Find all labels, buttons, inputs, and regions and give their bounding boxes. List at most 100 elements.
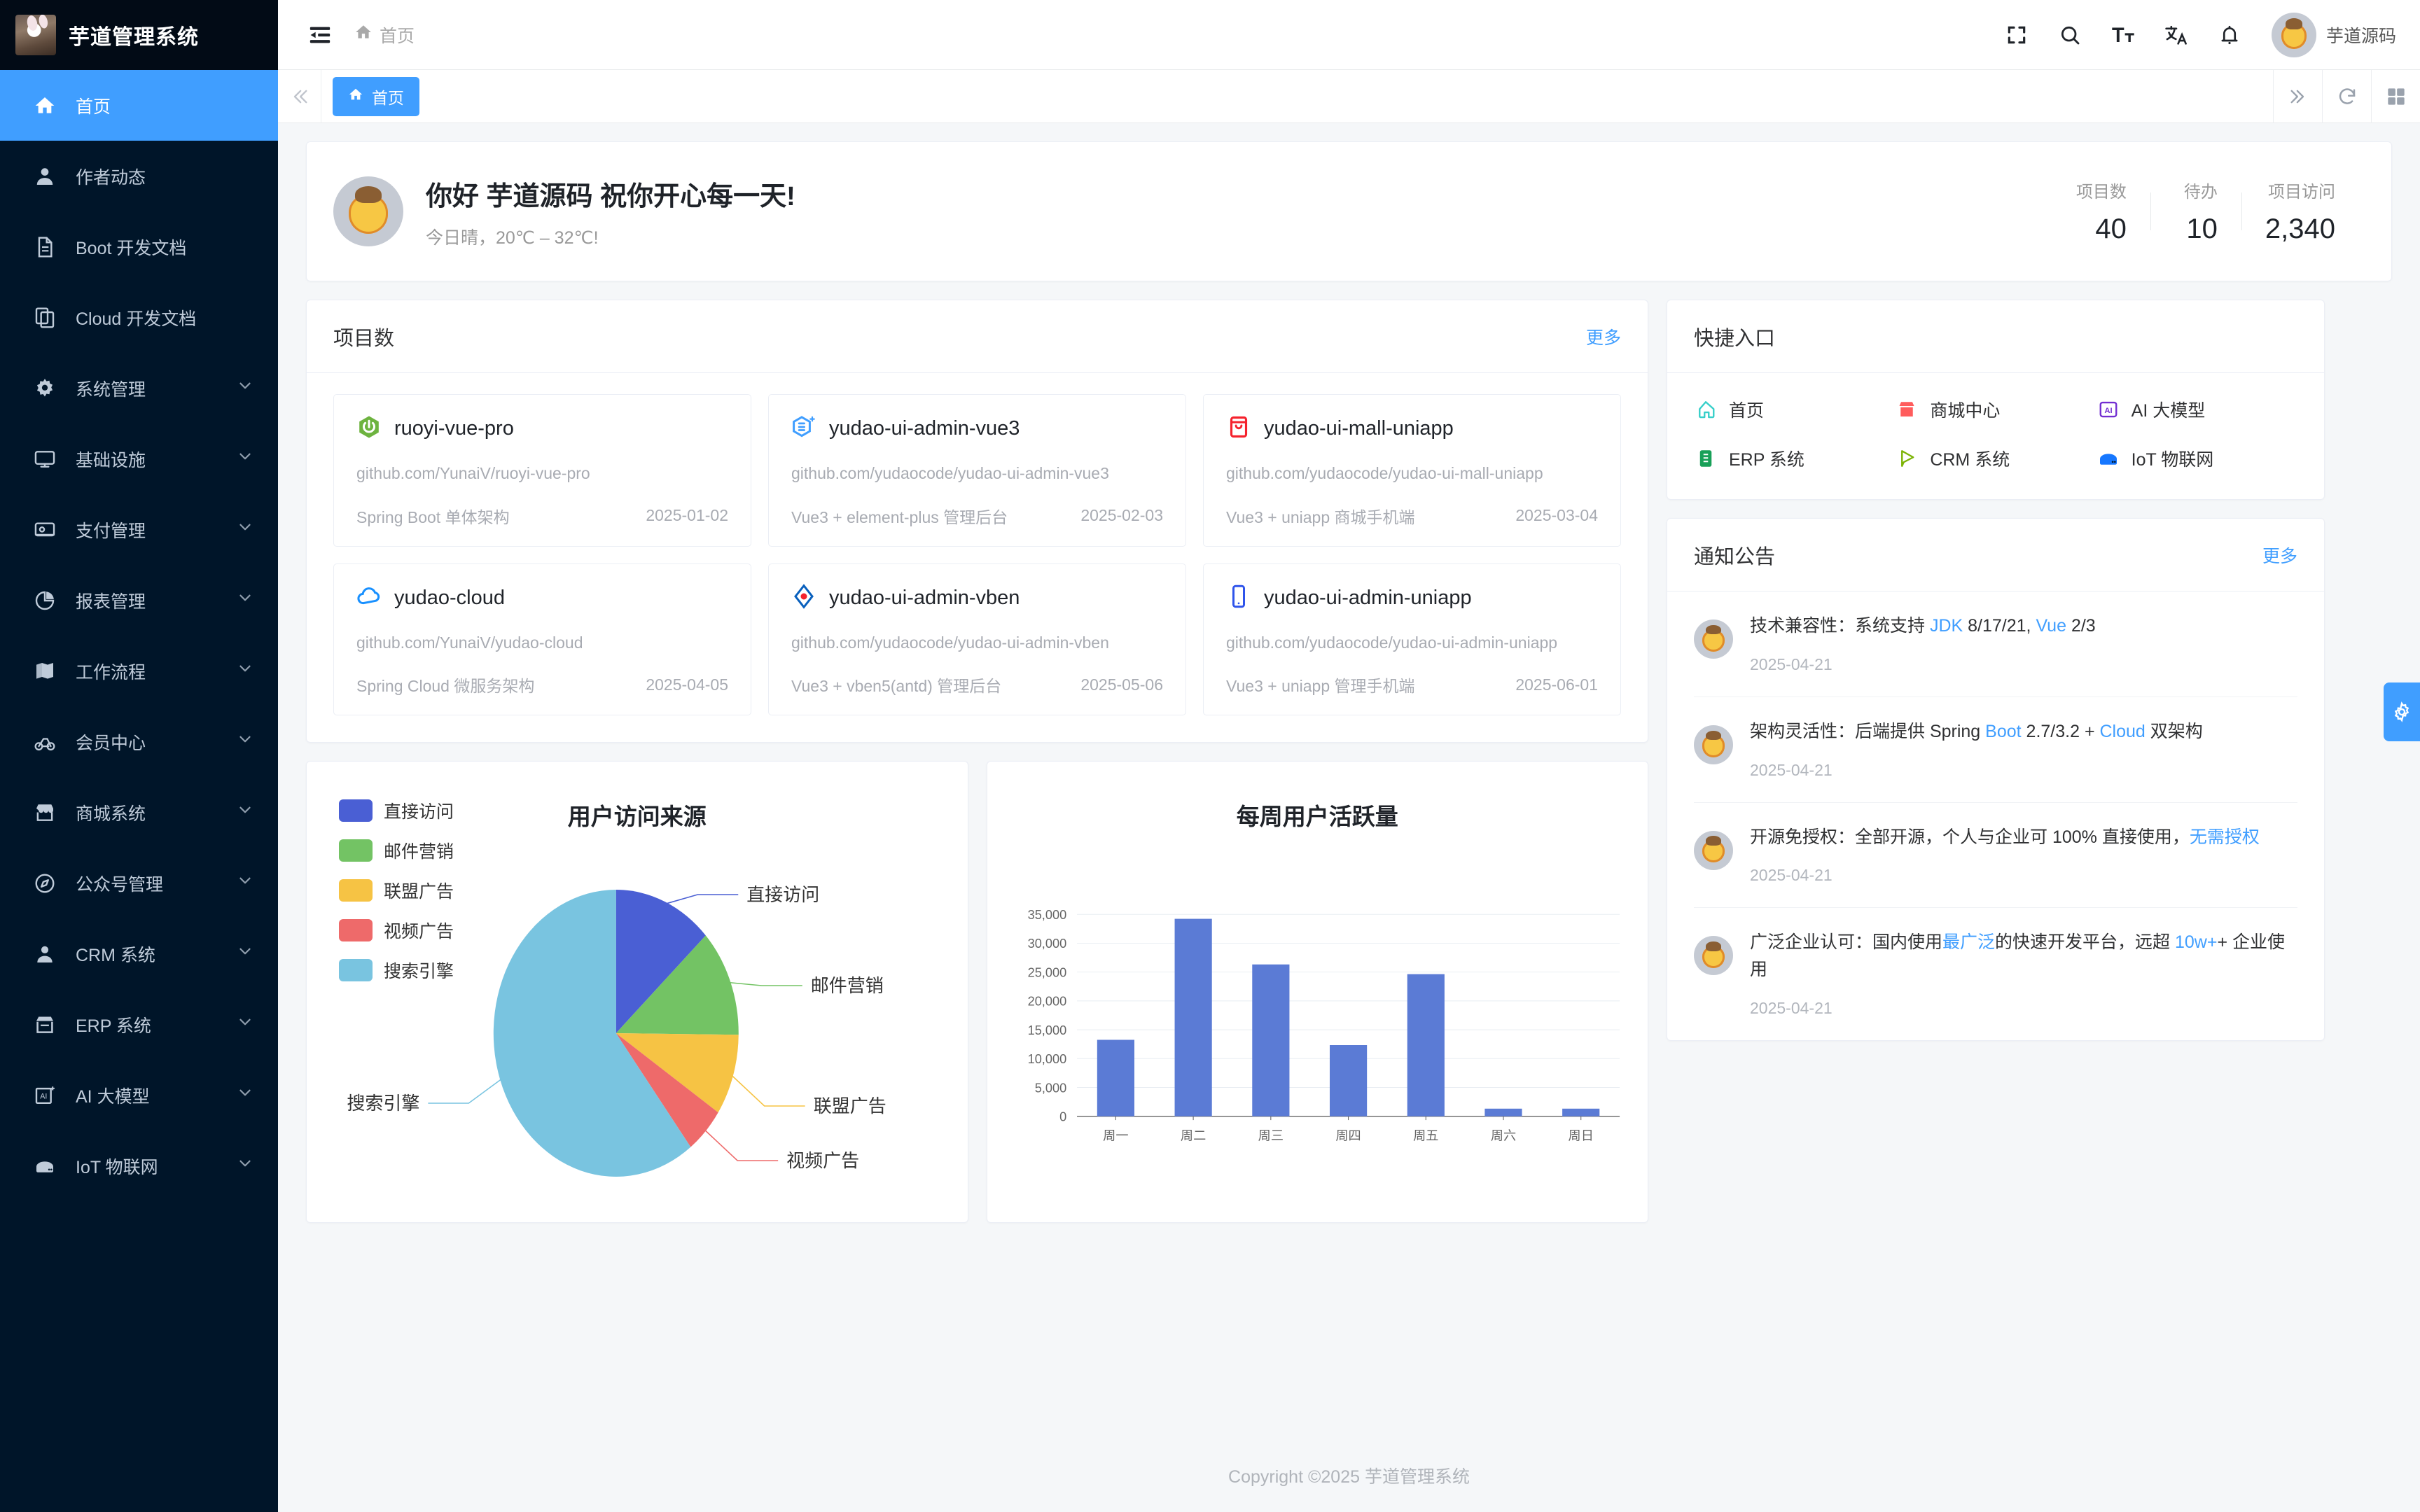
notice-title: 广泛企业认可：国内使用最广泛的快速开发平台，远超 10w++ 企业使用: [1750, 932, 2285, 979]
ai-icon: AI: [34, 1084, 62, 1107]
home-icon: [354, 23, 373, 46]
project-card[interactable]: yudao-ui-admin-vben github.com/yudaocode/…: [768, 563, 1186, 715]
project-name: yudao-cloud: [394, 586, 505, 609]
sidebar-item-4[interactable]: Cloud 开发文档: [0, 282, 278, 353]
double-chevron-left-icon[interactable]: [278, 69, 321, 123]
chevron-down-icon[interactable]: [236, 1084, 254, 1107]
project-card[interactable]: yudao-ui-admin-vue3 github.com/yudaocode/…: [768, 394, 1186, 547]
quick-entry-item[interactable]: CRM 系统: [1895, 446, 2096, 471]
project-card[interactable]: yudao-cloud github.com/YunaiV/yudao-cloud…: [333, 563, 751, 715]
user-menu[interactable]: 芋道源码: [2271, 12, 2396, 57]
sidebar-item-12[interactable]: 公众号管理: [0, 848, 278, 918]
tab-label: 首页: [372, 88, 404, 107]
chevron-down-icon[interactable]: [236, 942, 254, 965]
avatar: [333, 176, 403, 246]
project-footer: Vue3 + vben5(antd) 管理后台 2025-05-06: [791, 673, 1163, 696]
notice-item[interactable]: 架构灵活性：后端提供 Spring Boot 2.7/3.2 + Cloud 双…: [1694, 697, 2297, 803]
chevron-down-icon[interactable]: [236, 730, 254, 753]
sidebar-item-2[interactable]: 作者动态: [0, 141, 278, 211]
project-url: github.com/YunaiV/yudao-cloud: [356, 633, 583, 652]
sidebar-item-5[interactable]: 系统管理: [0, 353, 278, 424]
quick-entry-label: CRM 系统: [1930, 450, 2010, 470]
quick-entry-item[interactable]: ERP 系统: [1694, 446, 1895, 471]
quick-entry-item[interactable]: 商城中心: [1895, 397, 2096, 422]
footer: Copyright ©2025 芋道管理系统: [278, 1439, 2420, 1512]
breadcrumb[interactable]: 首页: [354, 22, 415, 48]
notices-card: 通知公告 更多 技术兼容性：系统支持 JDK 8/17/21, Vue 2/3 2…: [1667, 518, 2325, 1041]
sidebar-item-10[interactable]: 会员中心: [0, 706, 278, 777]
stat-1: 项目数 40: [2052, 178, 2150, 245]
project-header: yudao-cloud: [356, 584, 728, 612]
chevron-down-icon[interactable]: [236, 659, 254, 682]
chevron-down-icon[interactable]: [236, 447, 254, 470]
project-date: 2025-01-02: [646, 506, 728, 524]
sidebar-item-16[interactable]: IoT 物联网: [0, 1130, 278, 1201]
project-url: github.com/yudaocode/yudao-ui-admin-vben: [791, 633, 1109, 652]
sidebar-item-3[interactable]: Boot 开发文档: [0, 211, 278, 282]
settings-panel-toggle[interactable]: [2384, 682, 2420, 741]
quick-entry-grid: 首页 商城中心 AI AI 大模型 ERP 系统 CRM 系统 IoT 物联网: [1667, 373, 2324, 499]
chevron-down-icon[interactable]: [236, 377, 254, 400]
double-chevron-right-icon[interactable]: [2273, 69, 2322, 123]
stat-value: 2,340: [2265, 214, 2335, 244]
chevron-down-icon[interactable]: [236, 872, 254, 895]
right-column: 快捷入口 首页 商城中心 AI AI 大模型 ERP 系统 CRM 系统 IoT 物联网 通…: [1667, 300, 2325, 1223]
projects-more-link[interactable]: 更多: [1585, 328, 1621, 348]
svg-text:邮件营销: 邮件营销: [811, 975, 884, 996]
project-date: 2025-06-01: [1515, 675, 1598, 694]
chevron-down-icon[interactable]: [236, 1154, 254, 1177]
sidebar-item-13[interactable]: CRM 系统: [0, 918, 278, 989]
notice-body: 广泛企业认可：国内使用最广泛的快速开发平台，远超 10w++ 企业使用 2025-…: [1750, 929, 2297, 1018]
pie-legend-item[interactable]: 搜索引擎: [339, 958, 454, 983]
tab-1[interactable]: 首页: [333, 76, 419, 116]
sidebar-item-9[interactable]: 工作流程: [0, 636, 278, 706]
shop-icon: [1895, 398, 1919, 421]
notice-item[interactable]: 技术兼容性：系统支持 JDK 8/17/21, Vue 2/3 2025-04-2…: [1694, 592, 2297, 697]
font-size-icon[interactable]: [2096, 8, 2150, 62]
banner-stats: 项目数 40 待办 10 项目访问 2,340: [2052, 178, 2359, 245]
refresh-icon[interactable]: [2322, 69, 2371, 123]
quick-entry-item[interactable]: 首页: [1694, 397, 1895, 422]
project-card[interactable]: yudao-ui-mall-uniapp github.com/yudaocode…: [1203, 394, 1621, 547]
notice-item[interactable]: 广泛企业认可：国内使用最广泛的快速开发平台，远超 10w++ 企业使用 2025-…: [1694, 908, 2297, 1040]
quick-entry-item[interactable]: IoT 物联网: [2096, 446, 2297, 471]
chevron-down-icon[interactable]: [236, 518, 254, 541]
menu-fold-icon[interactable]: [304, 19, 336, 51]
notices-more-link[interactable]: 更多: [2262, 546, 2297, 566]
sidebar-item-8[interactable]: 报表管理: [0, 565, 278, 636]
translate-icon[interactable]: [2150, 8, 2203, 62]
svg-text:搜索引擎: 搜索引擎: [347, 1093, 419, 1114]
chevron-down-icon[interactable]: [236, 589, 254, 612]
sidebar-item-14[interactable]: ERP 系统: [0, 989, 278, 1060]
sidebar-item-11[interactable]: 商城系统: [0, 777, 278, 848]
pie-legend-item[interactable]: 联盟广告: [339, 878, 454, 903]
search-icon[interactable]: [2043, 8, 2096, 62]
pie-legend-item[interactable]: 直接访问: [339, 798, 454, 823]
fullscreen-icon[interactable]: [1990, 8, 2043, 62]
project-header: yudao-ui-admin-vue3: [791, 414, 1163, 443]
pie-legend-item[interactable]: 邮件营销: [339, 838, 454, 863]
project-card[interactable]: ruoyi-vue-pro github.com/YunaiV/ruoyi-vue…: [333, 394, 751, 547]
sidebar-item-label: Boot 开发文档: [76, 238, 187, 258]
svg-text:0: 0: [1059, 1110, 1066, 1124]
sidebar-logo[interactable]: 芋道管理系统: [0, 0, 278, 70]
sidebar-item-15[interactable]: AI AI 大模型: [0, 1060, 278, 1130]
bell-icon[interactable]: [2203, 8, 2256, 62]
project-card[interactable]: yudao-ui-admin-uniapp github.com/yudaocod…: [1203, 563, 1621, 715]
project-header: yudao-ui-admin-uniapp: [1226, 584, 1598, 612]
notice-item[interactable]: 开源免授权：全部开源，个人与企业可 100% 直接使用，无需授权 2025-04-…: [1694, 803, 2297, 909]
server-icon: [34, 1154, 62, 1178]
chevron-down-icon[interactable]: [236, 801, 254, 824]
sidebar-item-1[interactable]: 首页: [0, 70, 278, 141]
pie-chart-canvas: 直接访问 邮件营销 联盟广告 视频广告 搜索引擎: [307, 846, 968, 1217]
sidebar-item-6[interactable]: 基础设施: [0, 424, 278, 494]
quick-entry-item[interactable]: AI AI 大模型: [2096, 397, 2297, 422]
project-url: github.com/yudaocode/yudao-ui-mall-uniap…: [1226, 464, 1543, 482]
grid-icon[interactable]: [2371, 69, 2420, 123]
chevron-down-icon[interactable]: [236, 1013, 254, 1036]
pie-legend-item[interactable]: 视频广告: [339, 918, 454, 943]
sidebar-item-label: 工作流程: [76, 662, 146, 682]
project-date: 2025-03-04: [1515, 506, 1598, 524]
svg-text:周二: 周二: [1180, 1128, 1205, 1142]
sidebar-item-7[interactable]: 支付管理: [0, 494, 278, 565]
